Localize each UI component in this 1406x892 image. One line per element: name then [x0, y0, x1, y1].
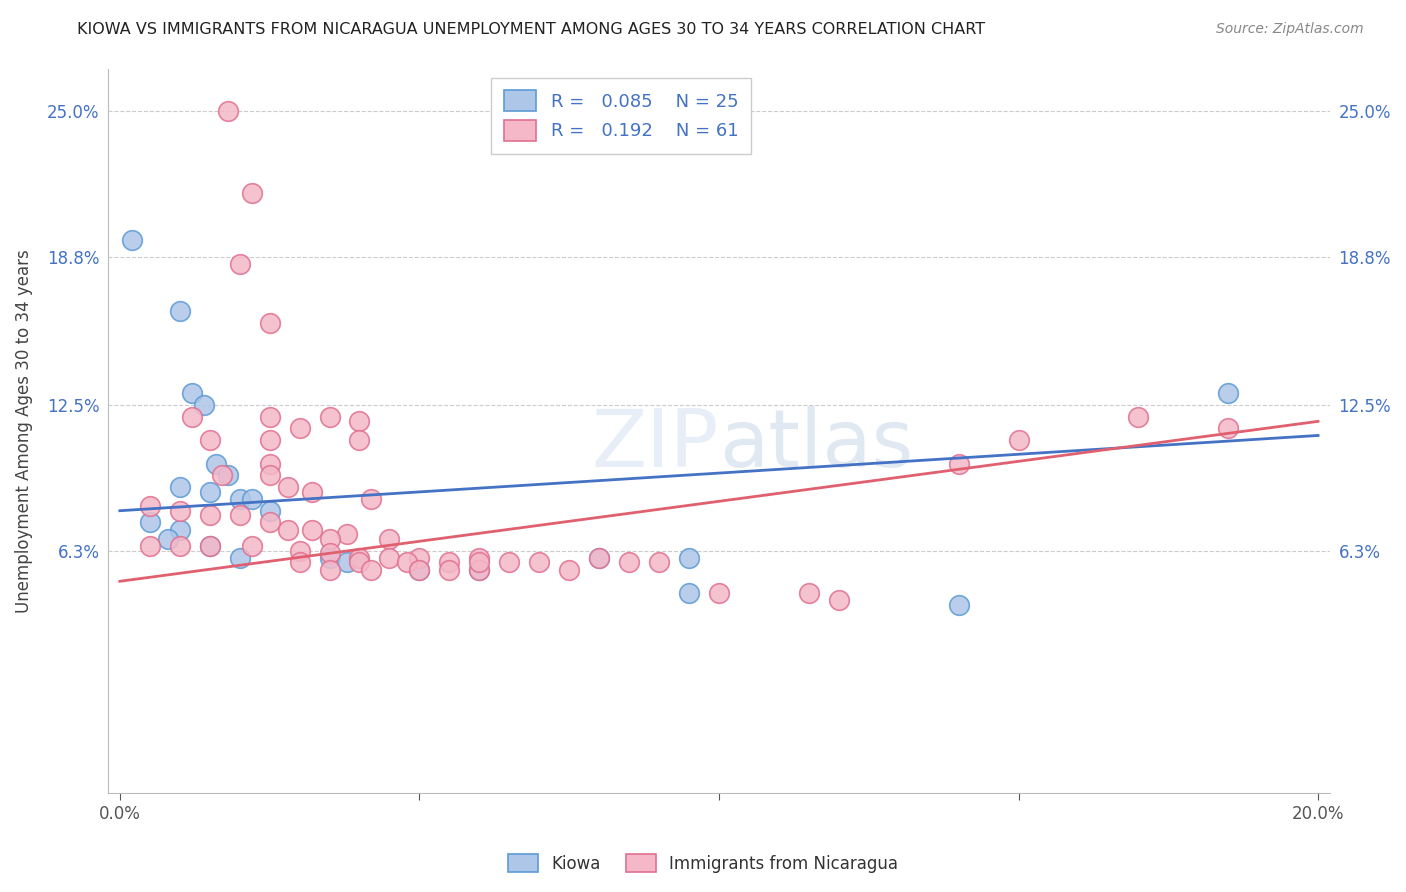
Point — [468, 562, 491, 576]
Point — [301, 484, 323, 499]
Point — [217, 468, 239, 483]
Point — [498, 556, 520, 570]
Point — [240, 539, 263, 553]
Point — [156, 532, 179, 546]
Point — [259, 504, 281, 518]
Point — [318, 532, 340, 546]
Point — [288, 556, 311, 570]
Point — [360, 491, 382, 506]
Point — [797, 586, 820, 600]
Point — [1007, 433, 1029, 447]
Point — [228, 491, 250, 506]
Point — [439, 556, 461, 570]
Point — [318, 546, 340, 560]
Point — [678, 550, 700, 565]
Point — [336, 527, 359, 541]
Point — [378, 550, 401, 565]
Point — [121, 233, 143, 247]
Point — [336, 556, 359, 570]
Point — [169, 303, 191, 318]
Point — [529, 556, 551, 570]
Point — [198, 433, 221, 447]
Point — [678, 586, 700, 600]
Point — [1128, 409, 1150, 424]
Point — [277, 523, 299, 537]
Point — [349, 414, 371, 428]
Point — [228, 257, 250, 271]
Point — [139, 499, 162, 513]
Text: atlas: atlas — [718, 406, 914, 484]
Point — [198, 484, 221, 499]
Point — [240, 186, 263, 201]
Point — [318, 550, 340, 565]
Point — [204, 457, 226, 471]
Y-axis label: Unemployment Among Ages 30 to 34 years: Unemployment Among Ages 30 to 34 years — [15, 249, 32, 613]
Point — [648, 556, 671, 570]
Point — [408, 550, 430, 565]
Point — [228, 550, 250, 565]
Point — [180, 409, 202, 424]
Point — [378, 532, 401, 546]
Point — [139, 539, 162, 553]
Point — [259, 316, 281, 330]
Point — [828, 593, 851, 607]
Legend: R =   0.085    N = 25, R =   0.192    N = 61: R = 0.085 N = 25, R = 0.192 N = 61 — [491, 78, 751, 153]
Point — [198, 539, 221, 553]
Point — [408, 562, 430, 576]
Point — [948, 598, 970, 612]
Point — [468, 562, 491, 576]
Point — [360, 562, 382, 576]
Point — [169, 523, 191, 537]
Point — [318, 409, 340, 424]
Point — [288, 421, 311, 435]
Point — [396, 556, 419, 570]
Point — [259, 516, 281, 530]
Point — [468, 556, 491, 570]
Point — [277, 480, 299, 494]
Point — [259, 409, 281, 424]
Point — [588, 550, 610, 565]
Point — [439, 562, 461, 576]
Point — [1218, 386, 1240, 401]
Text: ZIP: ZIP — [592, 406, 718, 484]
Point — [169, 539, 191, 553]
Point — [318, 562, 340, 576]
Point — [707, 586, 730, 600]
Point — [349, 550, 371, 565]
Point — [288, 543, 311, 558]
Point — [468, 550, 491, 565]
Point — [617, 556, 640, 570]
Point — [259, 433, 281, 447]
Text: KIOWA VS IMMIGRANTS FROM NICARAGUA UNEMPLOYMENT AMONG AGES 30 TO 34 YEARS CORREL: KIOWA VS IMMIGRANTS FROM NICARAGUA UNEMP… — [77, 22, 986, 37]
Text: Source: ZipAtlas.com: Source: ZipAtlas.com — [1216, 22, 1364, 37]
Point — [198, 508, 221, 523]
Point — [193, 398, 215, 412]
Point — [180, 386, 202, 401]
Point — [558, 562, 581, 576]
Point — [211, 468, 233, 483]
Point — [349, 433, 371, 447]
Point — [588, 550, 610, 565]
Point — [217, 103, 239, 118]
Legend: Kiowa, Immigrants from Nicaragua: Kiowa, Immigrants from Nicaragua — [502, 847, 904, 880]
Point — [240, 491, 263, 506]
Point — [169, 504, 191, 518]
Point — [139, 516, 162, 530]
Point — [259, 468, 281, 483]
Point — [228, 508, 250, 523]
Point — [259, 457, 281, 471]
Point — [301, 523, 323, 537]
Point — [198, 539, 221, 553]
Point — [408, 562, 430, 576]
Point — [1218, 421, 1240, 435]
Point — [948, 457, 970, 471]
Point — [169, 480, 191, 494]
Point — [349, 556, 371, 570]
